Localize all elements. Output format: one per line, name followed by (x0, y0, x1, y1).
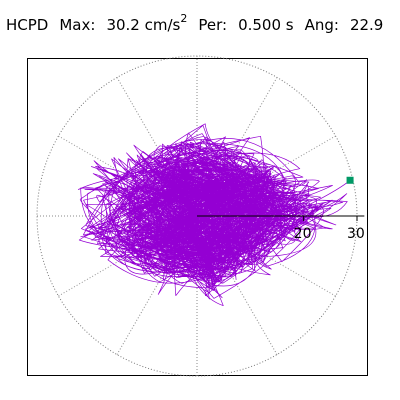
endpoint-marker (346, 176, 354, 184)
chart-header: HCPD Max: 30.2 cm/s2 Per: 0.500 s Ang: 22.9 (6, 12, 384, 34)
grid-spoke (226, 267, 278, 355)
radial-axis (197, 215, 365, 221)
grid-spoke (116, 77, 168, 165)
grid-spoke (248, 245, 336, 297)
r-tick-label-20: 20 (294, 226, 312, 242)
angle-value: 22.9 (349, 16, 384, 34)
period-value: 0.500 s (238, 16, 294, 34)
trace-path (77, 123, 351, 307)
max-unit-exponent: 2 (180, 12, 188, 25)
station-name: HCPD (6, 16, 49, 34)
angle-label: Ang: (304, 16, 339, 34)
grid-spoke (116, 267, 168, 355)
r-tick-label-30: 30 (347, 226, 365, 242)
max-value: 30.2 (106, 16, 140, 34)
max-unit: cm/s (144, 16, 181, 34)
max-label: Max: (59, 16, 96, 34)
period-label: Per: (198, 16, 228, 34)
acceleration-trace (77, 123, 351, 307)
